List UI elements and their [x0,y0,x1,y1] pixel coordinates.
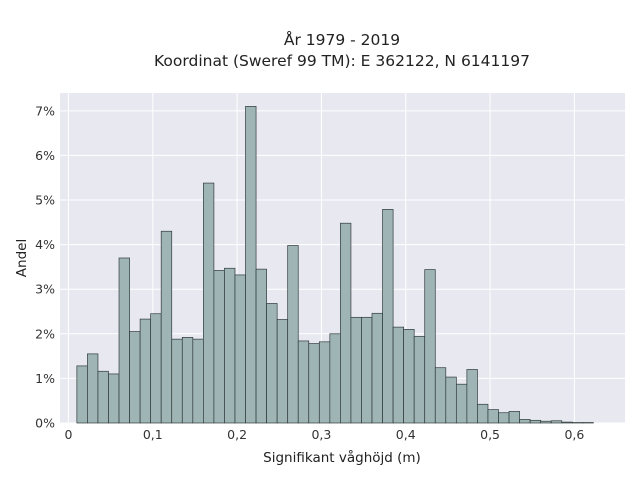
histogram-bar [192,338,204,424]
histogram-bar [455,383,468,424]
histogram-bar [340,222,352,424]
histogram-bar [308,343,320,424]
y-tick-label: 5% [35,193,55,208]
x-axis-label: Signifikant våghöjd (m) [263,449,421,466]
histogram-bar [350,316,362,424]
x-tick-label: 0,1 [143,427,163,442]
histogram-bar [508,411,520,424]
histogram-bar [234,274,246,424]
histogram-bar [561,421,573,424]
y-axis-label: Andel [14,239,30,277]
histogram-bar [97,370,109,424]
histogram-bar [550,420,563,424]
y-tick-label: 6% [35,148,55,163]
histogram-bar [203,182,215,424]
x-tick-label: 0,3 [311,427,331,442]
histogram-bar [213,270,225,424]
histogram-bar [329,333,341,424]
histogram-bar [118,257,130,424]
y-tick-label: 0% [35,416,55,431]
bars [76,106,594,424]
histogram-bar [445,376,457,424]
histogram-bar [540,420,552,424]
histogram-bar [150,313,162,424]
histogram-bar [76,365,88,424]
histogram-bar [477,403,489,424]
histogram-bar [519,419,531,424]
histogram-bar [276,319,289,424]
y-tick-label: 4% [35,237,55,252]
histogram-bar [466,369,478,424]
histogram-bar [87,353,99,424]
histogram-bar [171,338,183,424]
x-tick-label: 0 [64,427,72,442]
y-tick-label: 3% [35,282,55,297]
histogram-bar [382,209,394,424]
histogram-bar [403,329,415,424]
histogram-bar [434,367,447,424]
histogram-bar [529,419,542,424]
histogram-bar [487,409,499,424]
y-tick-label: 7% [35,103,55,118]
histogram-bar [139,318,152,424]
histogram-bar [413,336,426,424]
y-tick-label: 2% [35,326,55,341]
histogram-bar [245,106,257,424]
tick-labels: 0% 1% 2% 3% 4% 5% 6% 7% 0 0,1 0,2 0,3 0,4 0,5 0,6 [35,103,584,442]
histogram-bar [224,267,236,424]
y-tick-label: 1% [35,371,55,386]
histogram-bar [287,245,299,424]
histogram-bar [266,303,278,424]
histogram-bar [498,412,510,424]
histogram-bar [181,337,194,424]
x-tick-label: 0,6 [564,427,584,442]
histogram-bar [371,312,383,424]
histogram-bar [424,269,436,424]
histogram-bar [129,331,141,424]
histogram-bar [318,341,331,424]
histogram-bar [255,268,267,424]
chart-subtitle: Koordinat (Sweref 99 TM): E 362122, N 61… [154,52,530,70]
histogram-bar [361,316,373,424]
histogram-bar [392,326,404,424]
x-tick-label: 0,5 [480,427,500,442]
histogram-bar [160,230,173,424]
chart-title: År 1979 - 2019 [284,30,400,49]
histogram-bar [297,340,310,424]
histogram-bar [108,373,120,424]
x-tick-label: 0,4 [396,427,416,442]
x-tick-label: 0,2 [227,427,247,442]
